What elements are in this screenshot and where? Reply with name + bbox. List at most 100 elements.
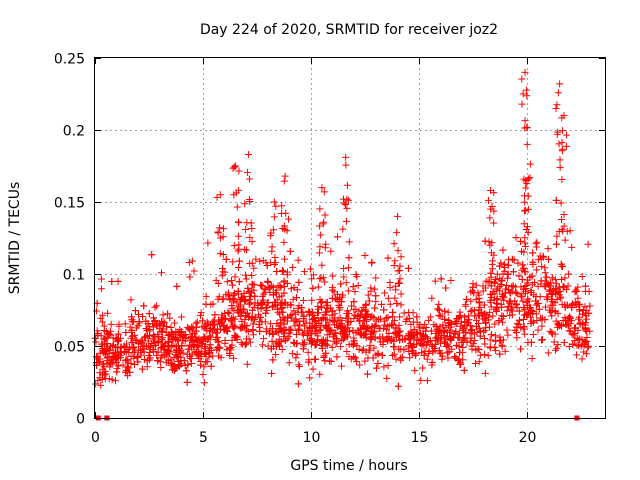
data-point (522, 184, 530, 192)
data-point (496, 282, 504, 290)
data-point (544, 255, 552, 263)
data-point (308, 275, 316, 283)
data-point (219, 250, 227, 258)
data-point (351, 288, 359, 296)
data-point (114, 277, 122, 285)
data-point (264, 277, 272, 285)
data-point (558, 175, 566, 183)
data-point (131, 307, 139, 315)
data-point (503, 271, 511, 279)
data-point (397, 301, 405, 309)
data-point (234, 308, 242, 316)
data-points (91, 68, 594, 390)
data-point (581, 324, 589, 332)
data-point (111, 355, 119, 363)
data-point (548, 330, 556, 338)
data-point (98, 345, 106, 353)
data-point (163, 323, 171, 331)
data-point (288, 311, 296, 319)
data-point (209, 352, 217, 360)
data-point (420, 351, 428, 359)
data-point (557, 199, 565, 207)
data-point (583, 338, 591, 346)
data-point (520, 311, 528, 319)
data-point (552, 346, 560, 354)
data-point (549, 286, 557, 294)
data-point (103, 360, 111, 368)
y-tick-label: 0.1 (63, 268, 85, 284)
data-point (392, 355, 400, 363)
data-point (139, 342, 147, 350)
data-point (500, 260, 508, 268)
data-point (108, 278, 116, 286)
data-point (559, 283, 567, 291)
data-point (455, 355, 463, 363)
data-point (496, 262, 504, 270)
data-point (91, 334, 99, 342)
data-point (337, 280, 345, 288)
data-point (255, 311, 263, 319)
data-point (333, 296, 341, 304)
data-point (114, 337, 122, 345)
data-point (306, 309, 314, 317)
data-point (131, 348, 139, 356)
data-point (374, 360, 382, 368)
data-point (142, 317, 150, 325)
data-point (102, 370, 110, 378)
data-point (165, 338, 173, 346)
data-point (553, 232, 561, 240)
data-point (441, 315, 449, 323)
data-point (401, 335, 409, 343)
data-point (362, 316, 370, 324)
data-point (202, 350, 210, 358)
data-point (318, 184, 326, 192)
data-point (234, 232, 242, 240)
data-point (319, 274, 327, 282)
data-point (148, 251, 156, 259)
data-point (152, 322, 160, 330)
data-point (311, 322, 319, 330)
data-point (114, 330, 122, 338)
data-point (195, 348, 203, 356)
data-point (566, 327, 574, 335)
data-point (204, 239, 212, 247)
data-point (173, 282, 181, 290)
data-point (562, 131, 570, 139)
data-point (190, 343, 198, 351)
data-point (394, 212, 402, 220)
data-point (246, 259, 254, 267)
data-point (422, 324, 430, 332)
data-point (267, 282, 275, 290)
data-point (318, 298, 326, 306)
data-point (122, 328, 130, 336)
data-point (378, 351, 386, 359)
data-point (575, 301, 583, 309)
data-point (149, 335, 157, 343)
data-point (235, 278, 243, 286)
data-point (241, 245, 249, 253)
data-point (521, 207, 529, 215)
data-point (498, 293, 506, 301)
data-point (380, 306, 388, 314)
data-point (199, 317, 207, 325)
data-point (427, 313, 435, 321)
data-point (316, 222, 324, 230)
data-point (342, 314, 350, 322)
data-point (544, 245, 552, 253)
data-point (248, 280, 256, 288)
data-point (509, 268, 517, 276)
data-point (207, 333, 215, 341)
data-point (224, 291, 232, 299)
data-point (522, 284, 530, 292)
data-point (285, 359, 293, 367)
data-point (381, 289, 389, 297)
data-point (496, 336, 504, 344)
data-point (292, 316, 300, 324)
data-point (108, 342, 116, 350)
data-point (97, 381, 105, 389)
data-point (579, 310, 587, 318)
data-point (198, 340, 206, 348)
data-point (575, 315, 583, 323)
data-point (343, 204, 351, 212)
data-point (287, 314, 295, 322)
